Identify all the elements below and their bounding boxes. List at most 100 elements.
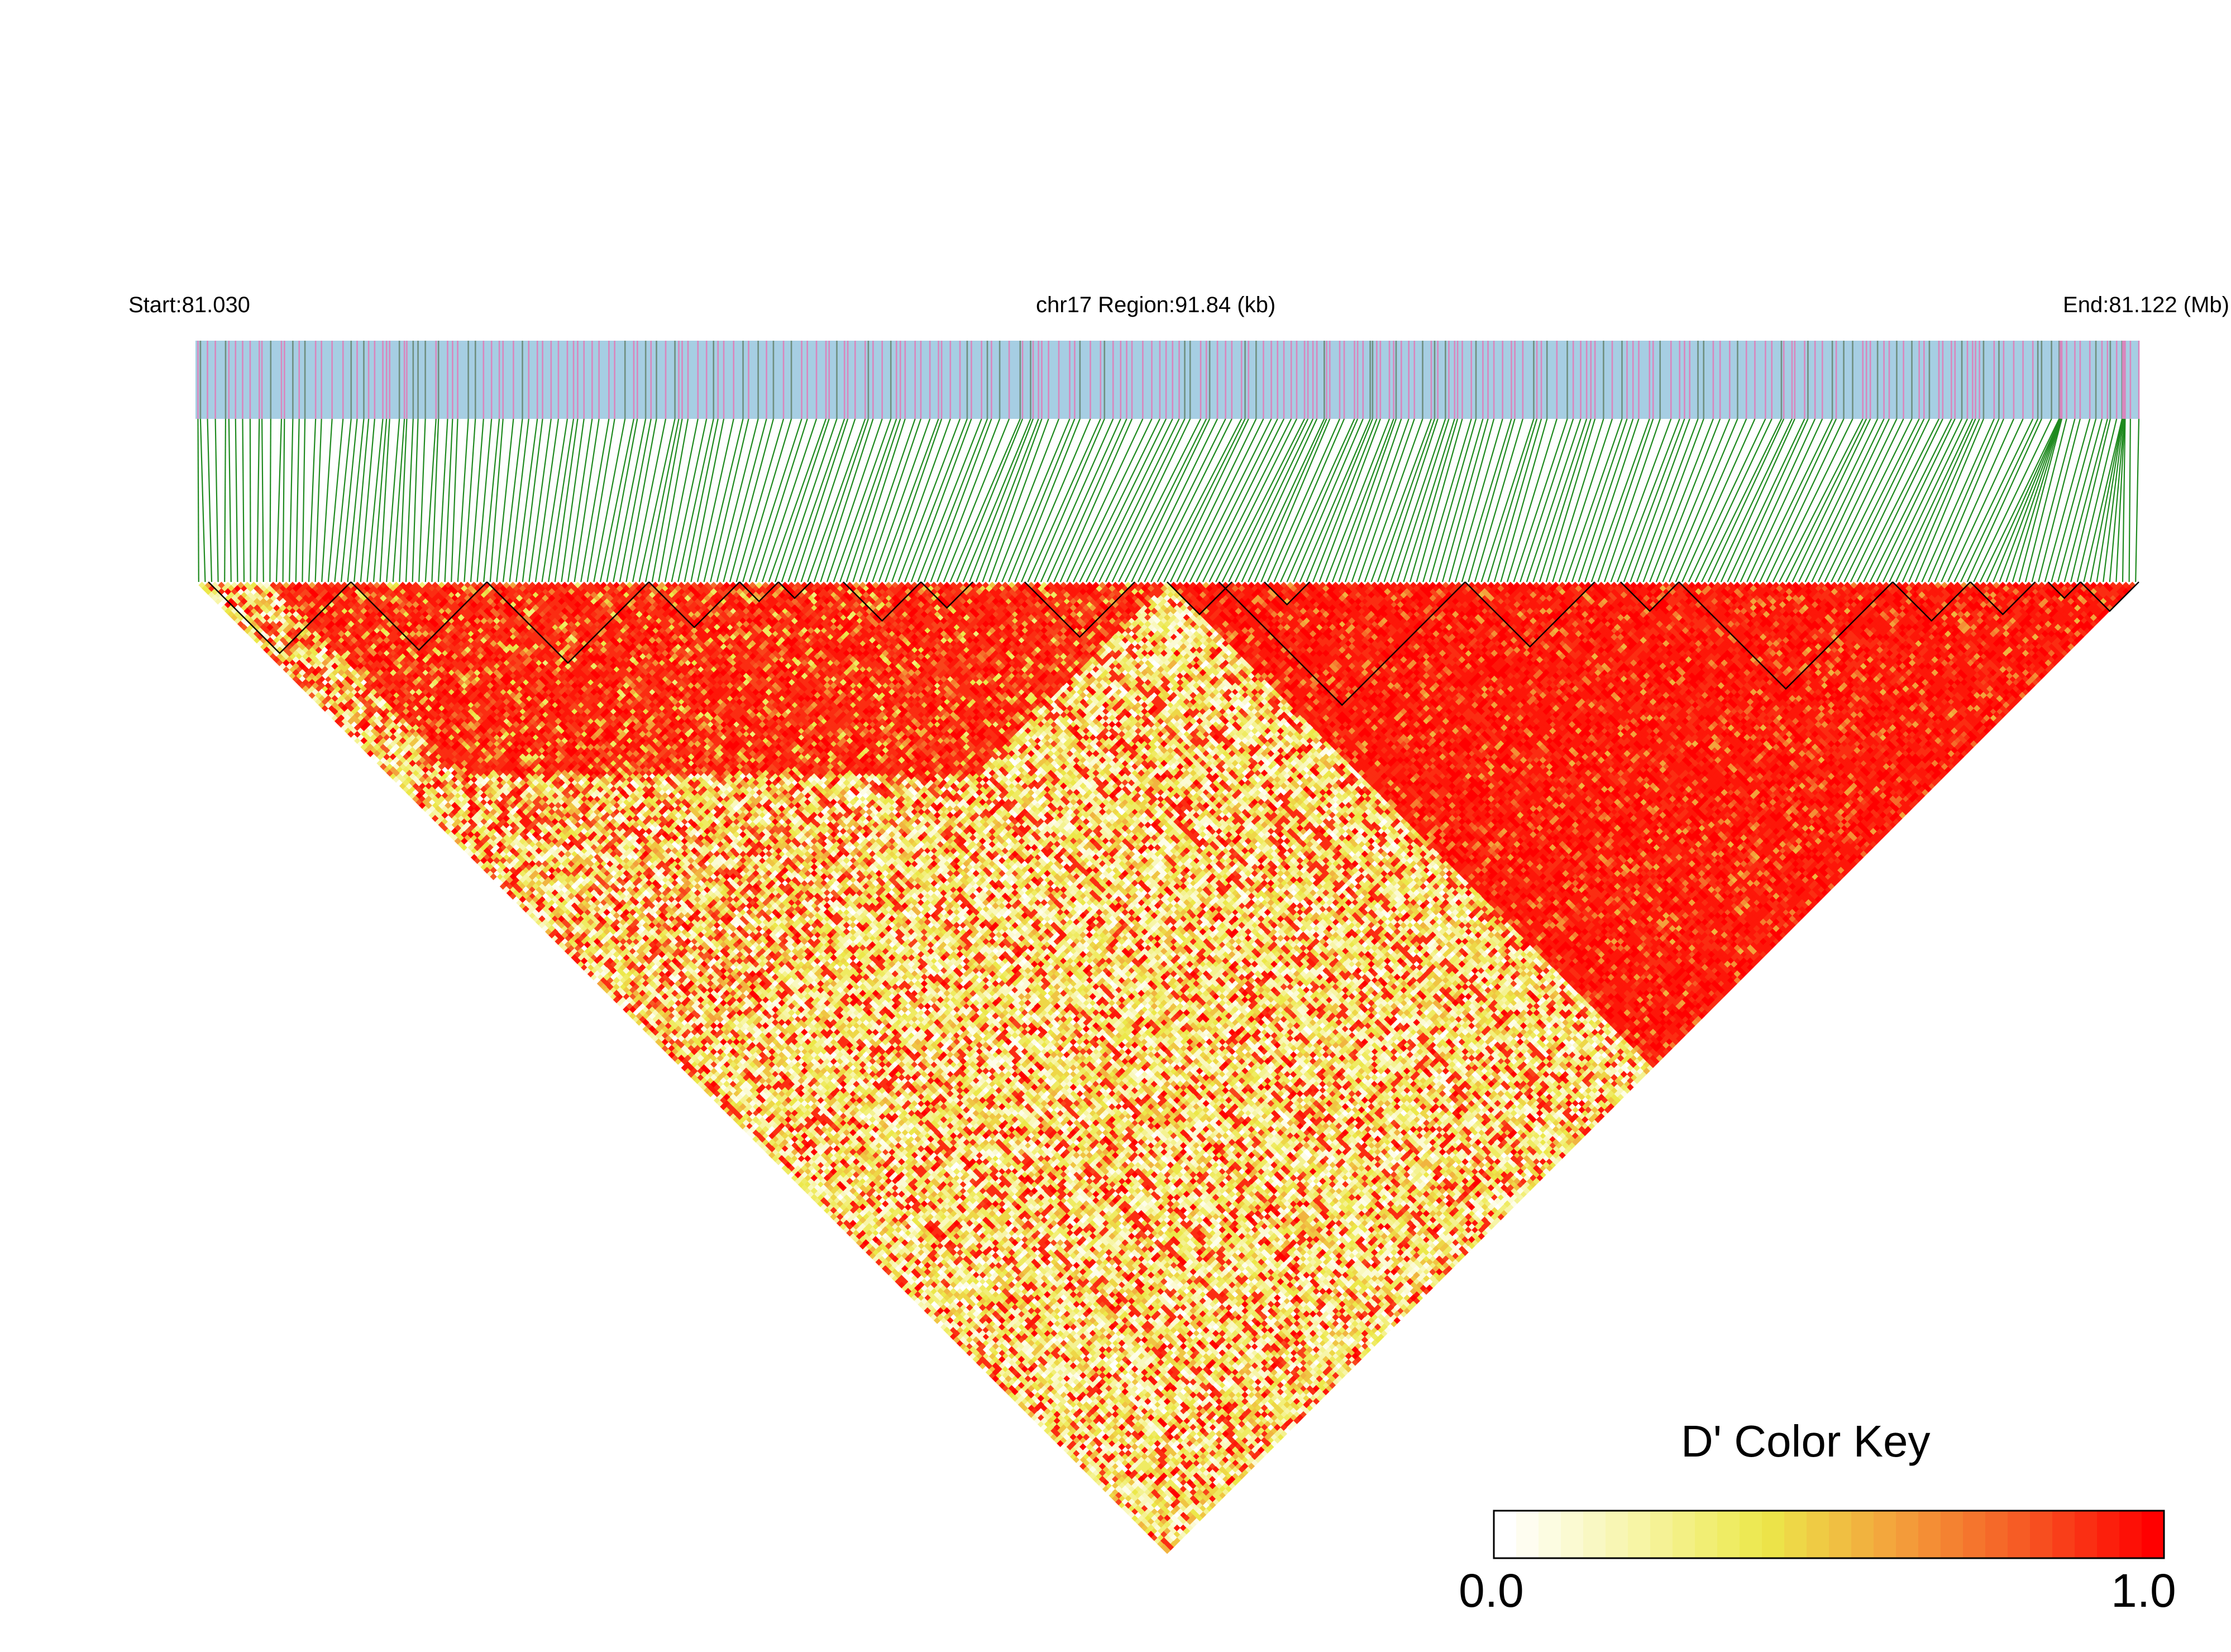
- snp-connector: [1578, 418, 1634, 583]
- snp-connector: [418, 418, 426, 583]
- snp-connector: [1914, 418, 1984, 583]
- snp-connector: [1636, 418, 1699, 583]
- snp-connector: [625, 418, 657, 583]
- snp-connector: [224, 418, 227, 583]
- snp-connector: [1889, 418, 1968, 583]
- snp-connector: [2012, 418, 2062, 583]
- snp-connector: [1040, 418, 1114, 583]
- snp-connector: [1617, 418, 1680, 583]
- snp-connector: [1792, 418, 1871, 583]
- snp-connector: [664, 418, 699, 583]
- snp-connector: [242, 418, 245, 583]
- snp-connector: [392, 418, 405, 583]
- snp-connector: [1506, 418, 1558, 583]
- snp-connector: [1364, 418, 1423, 583]
- snp-connector: [2128, 418, 2131, 583]
- haplotype-block: [1620, 581, 1680, 612]
- snp-connector: [606, 418, 638, 583]
- snp-connector: [2070, 418, 2111, 583]
- snp-connector: [2018, 418, 2063, 583]
- snp-connector: [1623, 418, 1685, 583]
- snp-connector: [2038, 418, 2081, 583]
- snp-connector: [2024, 418, 2067, 583]
- snp-connector: [282, 418, 285, 583]
- snp-connector: [360, 418, 375, 583]
- snp-connector: [372, 418, 388, 583]
- snp-connector: [1992, 418, 2061, 583]
- snp-connector: [1416, 418, 1463, 583]
- snp-connector: [1079, 418, 1160, 583]
- snp-connector: [1545, 418, 1596, 583]
- snp-connector: [1202, 418, 1285, 583]
- snp-connector: [1137, 418, 1219, 583]
- snp-connector: [1441, 418, 1489, 583]
- snp-connector: [949, 418, 1021, 583]
- snp-connector: [515, 418, 538, 583]
- color-key-swatch: [1941, 1511, 1964, 1558]
- snp-track-background: [195, 341, 2139, 419]
- snp-connector: [1610, 418, 1672, 583]
- snp-connector: [943, 418, 1010, 583]
- haplotype-block: [2047, 581, 2081, 599]
- snp-connector: [509, 418, 529, 583]
- snp-connector: [1053, 418, 1128, 583]
- haplotype-block: [1218, 581, 1466, 706]
- snp-connector: [1163, 418, 1246, 583]
- snp-connector: [1221, 418, 1305, 583]
- snp-connector: [1001, 418, 1071, 583]
- snp-connector: [1377, 418, 1436, 583]
- snp-connector: [412, 418, 419, 583]
- color-key-swatch: [2142, 1511, 2165, 1558]
- haplotype-block: [648, 581, 741, 628]
- snp-connector: [261, 418, 264, 583]
- snp-connector: [1590, 418, 1650, 583]
- snp-connector: [2083, 418, 2123, 583]
- snp-connector: [2005, 418, 2062, 583]
- color-key-min-label: 0.0: [1459, 1564, 1524, 1617]
- region-start-label: Start:81.030: [128, 293, 250, 317]
- snp-connector: [969, 418, 1034, 583]
- snp-connector: [748, 418, 802, 583]
- color-key-swatch: [1896, 1511, 1919, 1558]
- snp-connector: [1662, 418, 1731, 583]
- snp-connector: [1520, 418, 1574, 583]
- snp-connector: [671, 418, 708, 583]
- snp-connector: [561, 418, 585, 583]
- color-key-swatch: [1539, 1511, 1561, 1558]
- snp-connector: [1150, 418, 1232, 583]
- snp-connector: [638, 418, 676, 583]
- snp-connector: [1124, 418, 1207, 583]
- snp-connector: [314, 418, 322, 583]
- color-key-swatch: [2075, 1511, 2098, 1558]
- snp-connector: [1480, 418, 1535, 583]
- snp-connector: [1047, 418, 1121, 583]
- snp-connector: [1390, 418, 1446, 583]
- snp-connector: [1383, 418, 1439, 583]
- haplotype-block: [1264, 581, 1311, 606]
- snp-connector: [787, 418, 845, 583]
- snp-connector: [567, 418, 593, 583]
- snp-connector: [1500, 418, 1548, 583]
- snp-connector: [1526, 418, 1582, 583]
- snp-connector: [852, 418, 906, 583]
- snp-connector: [2089, 418, 2123, 583]
- color-key-swatch: [1784, 1511, 1807, 1558]
- haplotype-block: [208, 581, 352, 655]
- snp-connector: [235, 418, 238, 583]
- snp-connector: [340, 418, 358, 583]
- snp-connector: [1733, 418, 1809, 583]
- snp-connector: [1811, 418, 1890, 583]
- color-key-swatch: [1985, 1511, 2008, 1558]
- snp-connector: [1208, 418, 1292, 583]
- snp-connector: [1157, 418, 1243, 583]
- snp-connector: [289, 418, 294, 583]
- snp-connector: [1973, 418, 2052, 583]
- snp-connector: [1817, 418, 1898, 583]
- snp-connector: [1344, 418, 1402, 583]
- snp-connector: [2109, 418, 2125, 583]
- snp-connector: [1241, 418, 1318, 583]
- snp-connector: [1429, 418, 1477, 583]
- snp-connector: [457, 418, 469, 583]
- snp-connector: [975, 418, 1039, 583]
